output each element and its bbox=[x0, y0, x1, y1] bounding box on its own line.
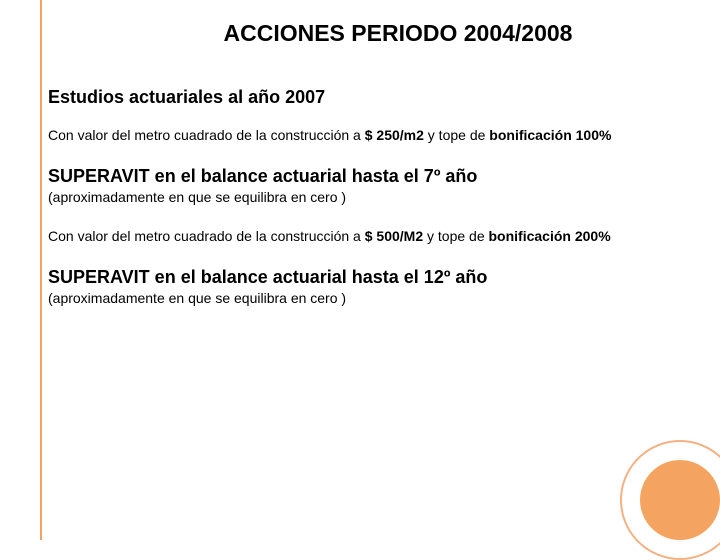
para1-value2: bonificación 100% bbox=[489, 127, 611, 143]
page-title: ACCIONES PERIODO 2004/2008 bbox=[108, 20, 688, 47]
scenario-1-approx: (aproximadamente en que se equilibra en … bbox=[48, 189, 688, 205]
scenario-1-paragraph: Con valor del metro cuadrado de la const… bbox=[48, 126, 688, 144]
para2-value2: bonificación 200% bbox=[489, 228, 611, 244]
subtitle: Estudios actuariales al año 2007 bbox=[48, 87, 688, 108]
vertical-accent-line bbox=[40, 0, 42, 540]
para1-mid: y tope de bbox=[424, 127, 489, 143]
scenario-2-statement: SUPERAVIT en el balance actuarial hasta … bbox=[48, 267, 688, 288]
para2-mid: y tope de bbox=[423, 228, 488, 244]
para1-value1: $ 250/m2 bbox=[365, 127, 424, 143]
scenario-1-statement: SUPERAVIT en el balance actuarial hasta … bbox=[48, 166, 688, 187]
circle-inner bbox=[640, 460, 720, 540]
decorative-circles bbox=[620, 440, 720, 560]
para2-open: Con valor del metro cuadrado de la const… bbox=[48, 228, 365, 244]
slide-content: ACCIONES PERIODO 2004/2008 Estudios actu… bbox=[48, 0, 708, 328]
scenario-2-approx: (aproximadamente en que se equilibra en … bbox=[48, 290, 688, 306]
scenario-2-paragraph: Con valor del metro cuadrado de la const… bbox=[48, 227, 688, 245]
para2-value1: $ 500/M2 bbox=[365, 228, 423, 244]
para1-open: Con valor del metro cuadrado de la const… bbox=[48, 127, 365, 143]
